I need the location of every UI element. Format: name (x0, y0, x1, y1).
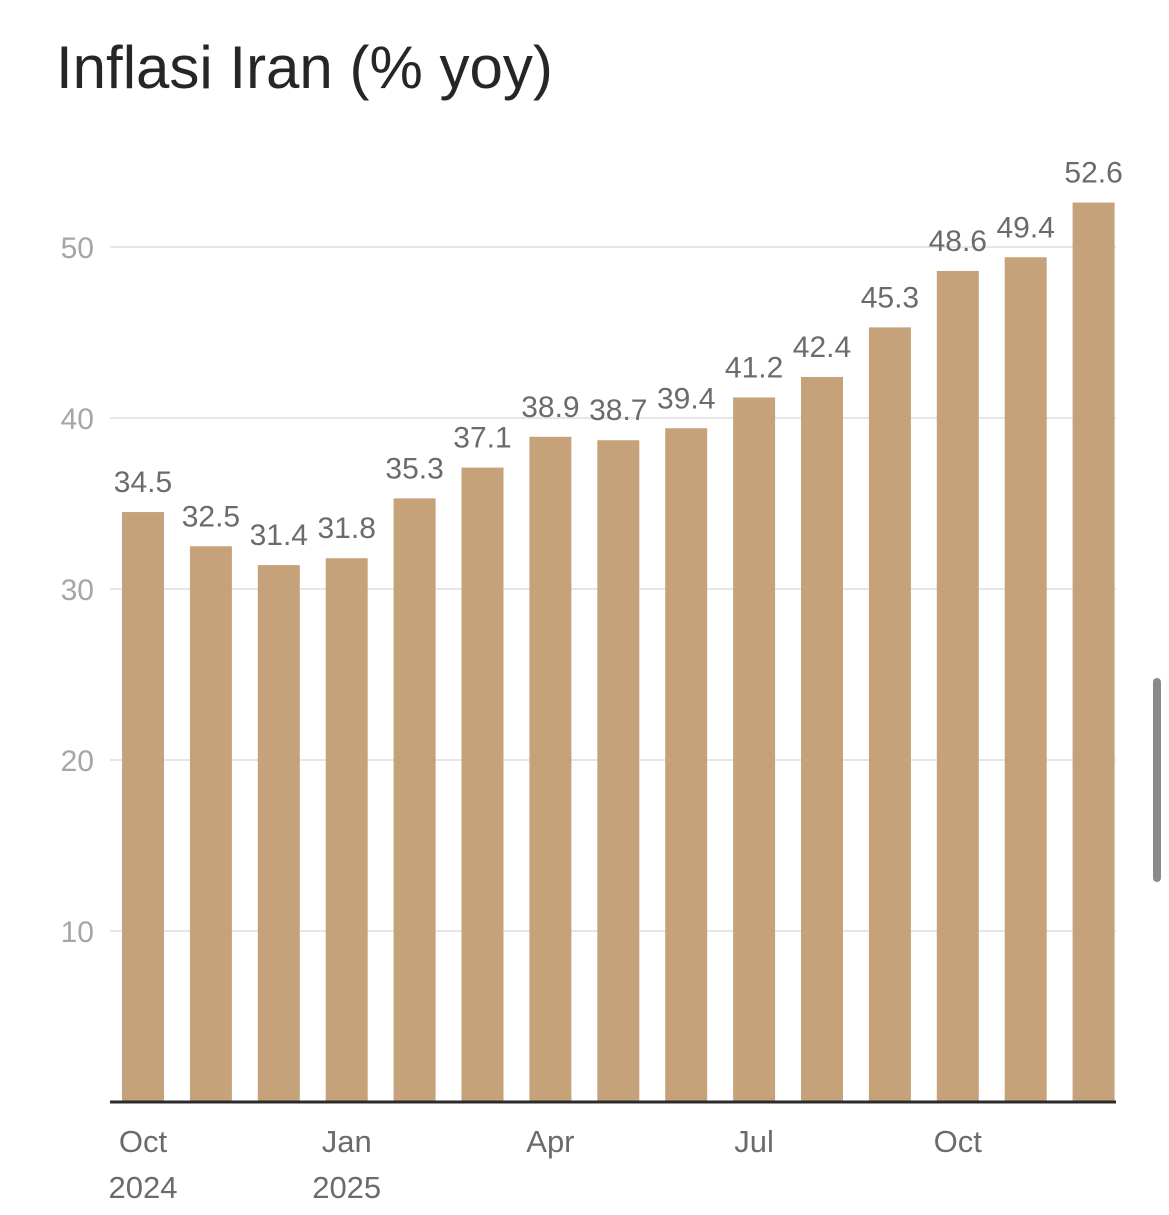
bar (868, 327, 911, 1102)
data-label: 42.4 (793, 331, 851, 364)
y-tick-label: 40 (61, 403, 94, 436)
y-tick-label: 30 (61, 574, 94, 607)
x-tick-label: 2024 (109, 1170, 178, 1205)
bar (257, 565, 300, 1102)
data-label: 37.1 (453, 422, 511, 455)
bar (936, 270, 979, 1102)
data-label: 35.3 (385, 452, 443, 485)
bar (597, 440, 640, 1103)
y-tick-label: 50 (61, 232, 94, 265)
y-tick-label: 10 (61, 916, 94, 949)
bar (1004, 257, 1047, 1102)
bar (665, 428, 708, 1102)
x-tick-label: Oct (119, 1124, 168, 1159)
data-label: 38.9 (521, 391, 579, 424)
x-tick-label: Apr (526, 1124, 574, 1159)
vertical-scrollbar[interactable] (1153, 678, 1161, 882)
bar (393, 498, 436, 1102)
x-tick-label: Jul (734, 1124, 774, 1159)
bar (529, 436, 572, 1102)
data-label: 38.7 (589, 394, 647, 427)
bar (461, 467, 504, 1103)
bar (325, 558, 368, 1102)
bar (189, 546, 232, 1102)
y-tick-label: 20 (61, 745, 94, 778)
data-label: 52.6 (1064, 157, 1122, 190)
x-tick-label: Jan (322, 1124, 372, 1159)
data-label: 32.5 (182, 500, 240, 533)
data-label: 49.4 (997, 211, 1055, 244)
x-tick-label: 2025 (312, 1170, 381, 1205)
data-label: 34.5 (114, 466, 172, 499)
bar (1072, 202, 1115, 1103)
bar (733, 397, 776, 1103)
data-label: 31.4 (250, 519, 308, 552)
data-label: 41.2 (725, 351, 783, 384)
x-tick-label: Oct (934, 1124, 983, 1159)
data-label: 39.4 (657, 382, 715, 415)
bar (801, 376, 843, 1103)
data-label: 45.3 (861, 281, 919, 314)
data-label: 48.6 (929, 225, 987, 258)
data-label: 31.8 (318, 512, 376, 545)
bar (122, 512, 164, 1102)
chart-title: Inflasi Iran (% yoy) (56, 34, 553, 101)
